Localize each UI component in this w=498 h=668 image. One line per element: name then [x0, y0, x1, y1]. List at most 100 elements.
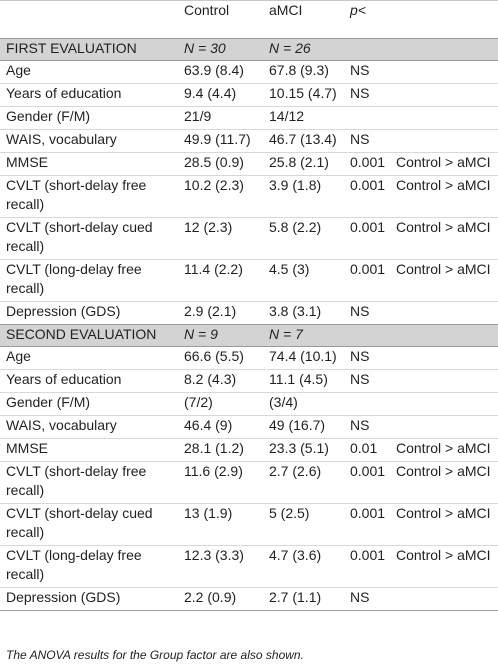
row-label: CVLT (short-delay cued recall): [0, 503, 178, 546]
amci-value: 49 (16.7): [263, 415, 344, 439]
p-value: [344, 392, 390, 416]
table-row: Depression (GDS) 2.9 (2.1) 3.8 (3.1) NS: [0, 301, 498, 325]
row-label: CVLT (short-delay free recall): [0, 461, 178, 504]
amci-value: 2.7 (2.6): [263, 461, 344, 504]
comparison-value: [390, 392, 498, 416]
row-label: CVLT (long-delay free recall): [0, 259, 178, 302]
control-value: 9.4 (4.4): [178, 83, 263, 107]
section-n-amci: N = 7: [263, 324, 344, 347]
amci-value: 2.7 (1.1): [263, 587, 344, 611]
comparison-value: Control > aMCI: [390, 461, 498, 504]
comparison-value: [390, 346, 498, 370]
row-label: Years of education: [0, 369, 178, 393]
control-value: 2.9 (2.1): [178, 301, 263, 325]
control-value: 12.3 (3.3): [178, 545, 263, 588]
comparison-value: Control > aMCI: [390, 152, 498, 176]
p-value: NS: [344, 346, 390, 370]
row-label: MMSE: [0, 438, 178, 462]
p-value: 0.001: [344, 175, 390, 218]
table-row: CVLT (short-delay cued recall) 12 (2.3) 5.…: [0, 217, 498, 260]
table-row: CVLT (short-delay free recall) 10.2 (2.3)…: [0, 175, 498, 218]
comparison-value: [390, 60, 498, 84]
row-label: CVLT (short-delay cued recall): [0, 217, 178, 260]
amci-value: 11.1 (4.5): [263, 369, 344, 393]
table-row: Depression (GDS) 2.2 (0.9) 2.7 (1.1) NS: [0, 587, 498, 611]
row-label: Age: [0, 60, 178, 84]
p-value: NS: [344, 415, 390, 439]
table-row: Gender (F/M) (7/2) (3/4): [0, 392, 498, 416]
table-row: CVLT (short-delay free recall) 11.6 (2.9)…: [0, 461, 498, 504]
row-label: Age: [0, 346, 178, 370]
row-label: CVLT (long-delay free recall): [0, 545, 178, 588]
row-label: CVLT (short-delay free recall): [0, 175, 178, 218]
amci-value: 10.15 (4.7): [263, 83, 344, 107]
amci-value: 25.8 (2.1): [263, 152, 344, 176]
control-value: 11.4 (2.2): [178, 259, 263, 302]
row-label: WAIS, vocabulary: [0, 415, 178, 439]
control-value: 13 (1.9): [178, 503, 263, 546]
amci-value: 67.8 (9.3): [263, 60, 344, 84]
comparison-value: Control > aMCI: [390, 259, 498, 302]
p-value: 0.001: [344, 152, 390, 176]
row-label: WAIS, vocabulary: [0, 129, 178, 153]
table-row: Gender (F/M) 21/9 14/12: [0, 106, 498, 130]
header-control: Control: [178, 0, 263, 39]
section-header-row: FIRST EVALUATION N = 30 N = 26: [0, 38, 498, 61]
p-value: NS: [344, 301, 390, 325]
p-value: 0.01: [344, 438, 390, 462]
row-label: Years of education: [0, 83, 178, 107]
table-row: Age 66.6 (5.5) 74.4 (10.1) NS: [0, 346, 498, 370]
section-n-amci: N = 26: [263, 38, 344, 61]
amci-value: (3/4): [263, 392, 344, 416]
section-blank: [344, 324, 390, 347]
control-value: 28.5 (0.9): [178, 152, 263, 176]
section-title: FIRST EVALUATION: [0, 38, 178, 61]
control-value: 49.9 (11.7): [178, 129, 263, 153]
row-label: MMSE: [0, 152, 178, 176]
comparison-value: [390, 301, 498, 325]
table-row: MMSE 28.1 (1.2) 23.3 (5.1) 0.01 Control > aM…: [0, 438, 498, 462]
comparison-value: [390, 106, 498, 130]
comparison-value: Control > aMCI: [390, 175, 498, 218]
comparison-value: Control > aMCI: [390, 503, 498, 546]
control-value: 2.2 (0.9): [178, 587, 263, 611]
table-row: WAIS, vocabulary 46.4 (9) 49 (16.7) NS: [0, 415, 498, 439]
row-label: Gender (F/M): [0, 392, 178, 416]
table-row: Age 63.9 (8.4) 67.8 (9.3) NS: [0, 60, 498, 84]
row-label: Depression (GDS): [0, 587, 178, 611]
p-value: 0.001: [344, 503, 390, 546]
section-n-control: N = 9: [178, 324, 263, 347]
comparison-value: [390, 129, 498, 153]
section-blank: [390, 38, 498, 61]
amci-value: 3.8 (3.1): [263, 301, 344, 325]
control-value: 8.2 (4.3): [178, 369, 263, 393]
p-value: NS: [344, 369, 390, 393]
control-value: (7/2): [178, 392, 263, 416]
table-row: CVLT (long-delay free recall) 12.3 (3.3) 4…: [0, 545, 498, 588]
header-blank: [0, 0, 178, 39]
comparison-value: [390, 587, 498, 611]
amci-value: 74.4 (10.1): [263, 346, 344, 370]
control-value: 10.2 (2.3): [178, 175, 263, 218]
control-value: 28.1 (1.2): [178, 438, 263, 462]
amci-value: 5 (2.5): [263, 503, 344, 546]
amci-value: 14/12: [263, 106, 344, 130]
header-comparison: [390, 0, 498, 39]
control-value: 63.9 (8.4): [178, 60, 263, 84]
amci-value: 5.8 (2.2): [263, 217, 344, 260]
control-value: 21/9: [178, 106, 263, 130]
p-value: 0.001: [344, 545, 390, 588]
header-p: p<: [344, 0, 390, 39]
table-row: CVLT (long-delay free recall) 11.4 (2.2) 4…: [0, 259, 498, 302]
amci-value: 46.7 (13.4): [263, 129, 344, 153]
p-value: NS: [344, 83, 390, 107]
table-row: Years of education 9.4 (4.4) 10.15 (4.7) NS: [0, 83, 498, 107]
table-footnote: The ANOVA results for the Group factor a…: [6, 648, 304, 662]
table-row: CVLT (short-delay cued recall) 13 (1.9) 5 …: [0, 503, 498, 546]
comparison-value: [390, 369, 498, 393]
amci-value: 4.5 (3): [263, 259, 344, 302]
control-value: 66.6 (5.5): [178, 346, 263, 370]
table-row: MMSE 28.5 (0.9) 25.8 (2.1) 0.001 Control > a…: [0, 152, 498, 176]
control-value: 11.6 (2.9): [178, 461, 263, 504]
